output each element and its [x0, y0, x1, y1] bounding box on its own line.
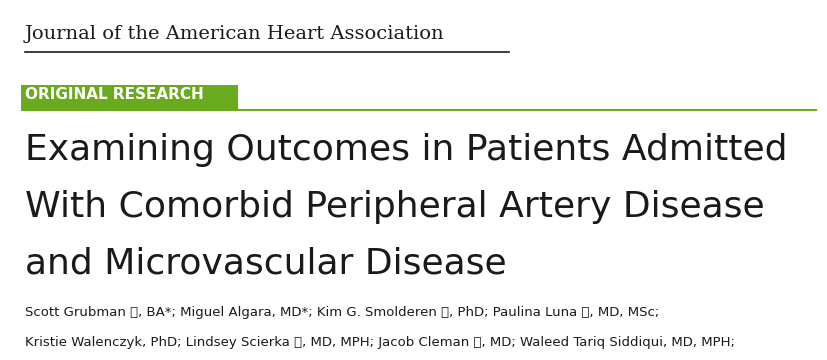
Text: Kristie Walenczyk, PhD; Lindsey Scierka Ⓞ, MD, MPH; Jacob Cleman Ⓞ, MD; Waleed T: Kristie Walenczyk, PhD; Lindsey Scierka …	[25, 336, 734, 348]
Text: and Microvascular Disease: and Microvascular Disease	[25, 247, 506, 281]
FancyBboxPatch shape	[21, 85, 237, 111]
Text: Scott Grubman Ⓞ, BA*; Miguel Algara, MD*; Kim G. Smolderen Ⓞ, PhD; Paulina Luna : Scott Grubman Ⓞ, BA*; Miguel Algara, MD*…	[25, 306, 658, 319]
Text: ORIGINAL RESEARCH: ORIGINAL RESEARCH	[25, 87, 203, 102]
Text: With Comorbid Peripheral Artery Disease: With Comorbid Peripheral Artery Disease	[25, 190, 763, 224]
Text: Examining Outcomes in Patients Admitted: Examining Outcomes in Patients Admitted	[25, 133, 786, 167]
Text: Journal of the American Heart Association: Journal of the American Heart Associatio…	[25, 25, 444, 43]
